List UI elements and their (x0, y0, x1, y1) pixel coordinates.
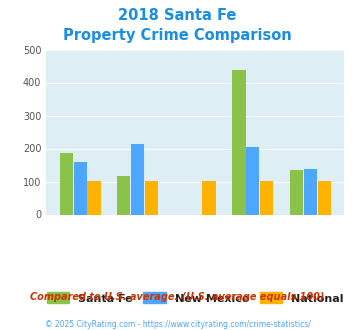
Text: 2018 Santa Fe: 2018 Santa Fe (118, 8, 237, 23)
Bar (318, 181, 331, 214)
Bar (246, 147, 260, 214)
Bar (260, 181, 273, 214)
Bar (117, 176, 131, 214)
Bar (290, 170, 303, 214)
Bar (60, 153, 73, 214)
Bar (131, 144, 144, 214)
Bar (233, 70, 246, 214)
Bar (73, 162, 87, 214)
Bar (87, 181, 100, 214)
Text: Compared to U.S. average. (U.S. average equals 100): Compared to U.S. average. (U.S. average … (30, 292, 325, 302)
Legend: Santa Fe, New Mexico, National: Santa Fe, New Mexico, National (42, 288, 348, 308)
Text: © 2025 CityRating.com - https://www.cityrating.com/crime-statistics/: © 2025 CityRating.com - https://www.city… (45, 320, 310, 329)
Bar (202, 181, 216, 214)
Bar (145, 181, 158, 214)
Bar (304, 169, 317, 214)
Text: Property Crime Comparison: Property Crime Comparison (63, 28, 292, 43)
